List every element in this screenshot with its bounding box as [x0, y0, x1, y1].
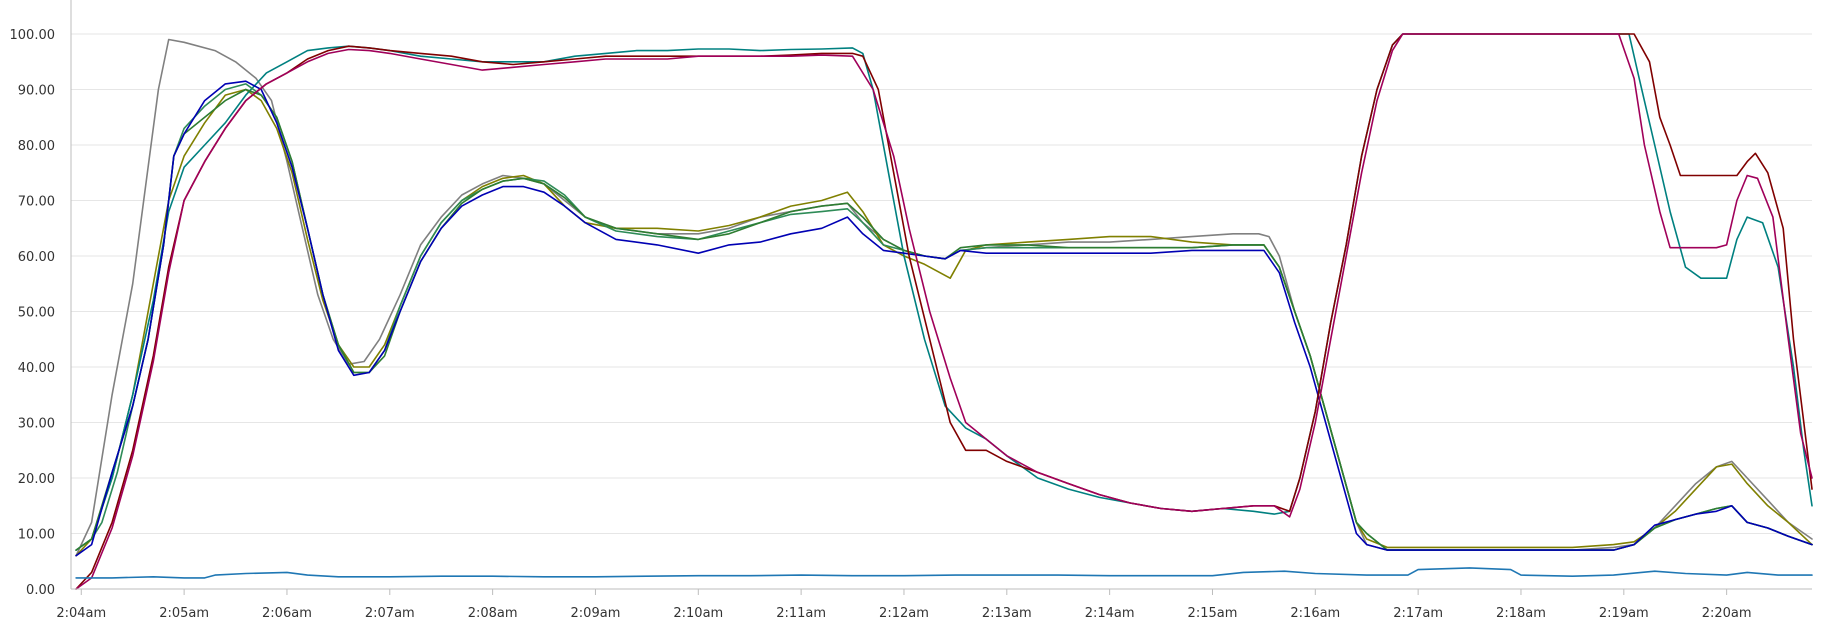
- y-tick-label: 70.00: [18, 195, 55, 210]
- x-tick-label: 2:11am: [776, 606, 826, 621]
- y-tick-label: 20.00: [18, 472, 55, 487]
- series-line-5: [75, 88, 1813, 551]
- x-tick-label: 2:07am: [365, 606, 415, 621]
- series-line-4: [75, 83, 1813, 551]
- x-tick-label: 2:09am: [571, 606, 621, 621]
- series-group: [75, 33, 1813, 590]
- axes: 0.00 10.00 20.00 30.00 40.00 50.00 60.00 70.00 8…: [10, 0, 1812, 621]
- y-tick-label: 90.00: [18, 84, 55, 99]
- x-tick-label: 2:08am: [468, 606, 518, 621]
- x-tick-label: 2:20am: [1702, 606, 1752, 621]
- series-line-7: [75, 33, 1813, 590]
- x-tick-label: 2:04am: [56, 606, 106, 621]
- y-tick-label: 60.00: [18, 250, 55, 265]
- x-tick-label: 2:05am: [159, 606, 209, 621]
- y-tick-label: 100.00: [10, 28, 56, 43]
- grid: [71, 33, 1812, 534]
- series-line-9: [75, 567, 1813, 579]
- x-tick-label: 2:15am: [1188, 606, 1238, 621]
- y-tick-label: 0.00: [26, 583, 55, 598]
- x-tick-label: 2:14am: [1085, 606, 1135, 621]
- x-tick-label: 2:13am: [982, 606, 1032, 621]
- series-line-8: [75, 33, 1813, 590]
- y-tick-label: 80.00: [18, 139, 55, 154]
- x-tick-label: 2:10am: [673, 606, 723, 621]
- series-line-3: [75, 33, 1813, 551]
- x-tick-label: 2:19am: [1599, 606, 1649, 621]
- x-tick-label: 2:18am: [1496, 606, 1546, 621]
- x-tick-label: 2:17am: [1393, 606, 1443, 621]
- x-tick-label: 2:06am: [262, 606, 312, 621]
- series-line-6: [75, 80, 1813, 557]
- y-tick-label: 50.00: [18, 306, 55, 321]
- x-tick-label: 2:16am: [1290, 606, 1340, 621]
- y-tick-label: 10.00: [18, 528, 55, 543]
- y-tick-label: 40.00: [18, 361, 55, 376]
- x-tick-label: 2:12am: [879, 606, 929, 621]
- series-line-2: [75, 88, 1813, 557]
- y-tick-label: 30.00: [18, 417, 55, 432]
